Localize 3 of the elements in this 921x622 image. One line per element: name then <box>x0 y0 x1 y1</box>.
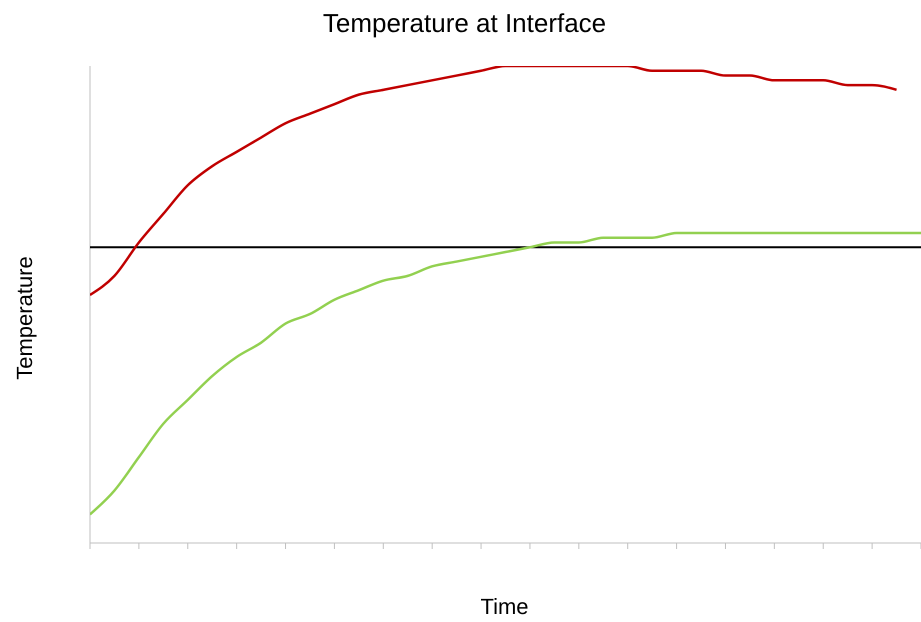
x-axis-title: Time <box>479 594 530 620</box>
y-axis-title: Temperature <box>12 256 38 380</box>
chart-title: Temperature at Interface <box>322 8 608 39</box>
